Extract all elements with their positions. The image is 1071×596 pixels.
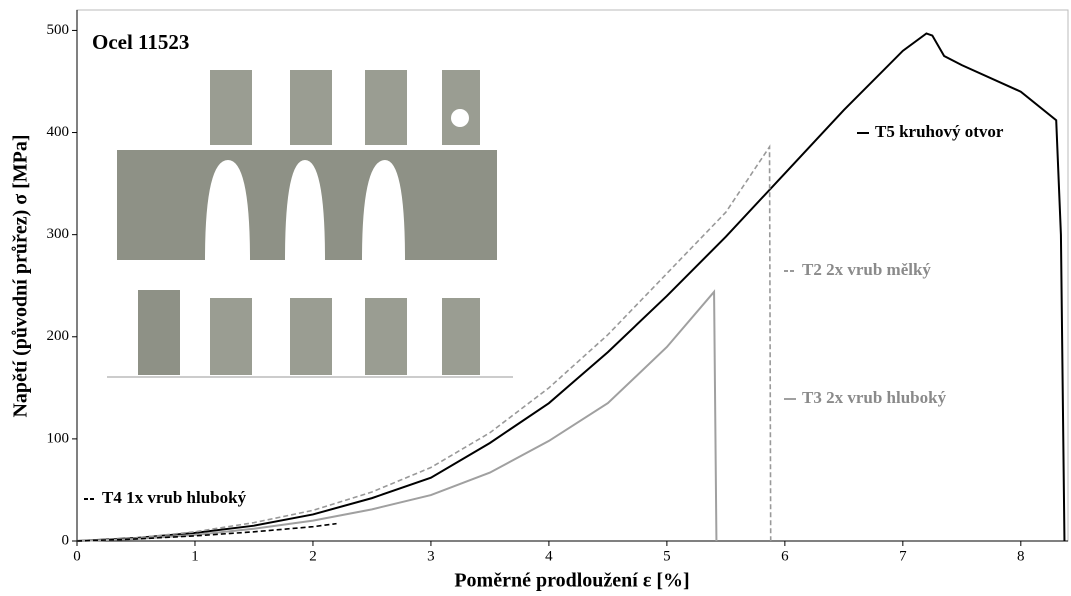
y-tick-label: 300 — [47, 226, 70, 242]
y-tick-label: 0 — [62, 532, 70, 548]
y-tick-label: 500 — [47, 22, 70, 38]
x-tick-label: 0 — [73, 548, 81, 564]
chart-title: Ocel 11523 — [92, 30, 189, 54]
y-axis-label: Napětí (původní průřez) σ [MPa] — [10, 134, 32, 417]
y-tick-label: 200 — [47, 328, 70, 344]
x-tick-label: 1 — [191, 548, 199, 564]
x-tick-label: 2 — [309, 548, 317, 564]
x-axis-label: Poměrné prodloužení ε [%] — [454, 570, 689, 592]
legend-label: T4 1x vrub hluboký — [102, 488, 247, 507]
legend-label: T3 2x vrub hluboký — [802, 388, 947, 407]
legend-label: T2 2x vrub mělký — [802, 260, 931, 279]
x-tick-label: 3 — [427, 548, 435, 564]
y-tick-label: 400 — [47, 124, 70, 140]
x-tick-label: 4 — [545, 548, 553, 564]
specimen-photo — [107, 70, 513, 377]
x-tick-label: 5 — [663, 548, 671, 564]
x-tick-label: 7 — [899, 548, 907, 564]
chart: Ocel 11523 Poměrné prodloužení ε [%] Nap… — [0, 0, 1071, 596]
y-tick-label: 100 — [47, 430, 70, 446]
x-tick-label: 6 — [781, 548, 789, 564]
legend-label: T5 kruhový otvor — [875, 122, 1004, 141]
x-tick-label: 8 — [1017, 548, 1025, 564]
